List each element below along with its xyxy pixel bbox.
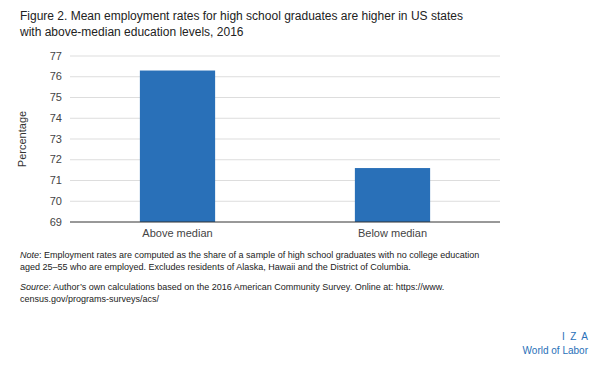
note-body: : Employment rates are computed as the s…	[39, 250, 479, 260]
x-tick-label: Below median	[358, 227, 427, 239]
grid-line	[70, 139, 500, 140]
grid-line	[70, 97, 500, 98]
y-tick-label: 75	[50, 91, 62, 103]
note-label: Note	[20, 250, 39, 260]
logo-text: World of Labor	[523, 345, 589, 356]
subtitle: with above-median education levels, 2016	[19, 25, 244, 39]
y-tick-label: 71	[50, 174, 62, 186]
y-tick-label: 74	[50, 112, 62, 124]
y-tick-label: 72	[50, 153, 62, 165]
bar	[140, 71, 215, 222]
note-body: : Author’s own calculations based on the…	[49, 282, 445, 292]
bars	[140, 71, 430, 222]
logo-text: I Z A	[562, 331, 588, 342]
y-tick-label: 76	[50, 70, 62, 82]
grid-line	[70, 76, 500, 77]
note-body: census.gov/programs-surveys/acs/	[20, 294, 160, 304]
grid-line	[70, 180, 500, 181]
bar	[355, 168, 430, 222]
y-tick-label: 69	[50, 216, 62, 228]
y-tick-label: 77	[50, 50, 62, 62]
grid-line	[70, 118, 500, 119]
note-label: Source	[20, 282, 49, 292]
y-tick-label: 70	[50, 195, 62, 207]
y-tick-label: 73	[50, 133, 62, 145]
grid-line	[70, 56, 500, 57]
note: Source: Author’s own calculations based …	[20, 282, 444, 304]
y-axis-label: Percentage	[16, 111, 28, 167]
x-axis-line	[70, 222, 500, 223]
grid-line	[70, 201, 500, 202]
note: Note: Employment rates are computed as t…	[20, 250, 479, 272]
chart: Figure 2. Mean employment rates for high…	[0, 0, 608, 374]
title: Figure 2. Mean employment rates for high…	[20, 9, 463, 23]
note-body: aged 25–55 who are employed. Excludes re…	[20, 262, 411, 272]
x-tick-label: Above median	[142, 227, 212, 239]
grid-line	[70, 159, 500, 160]
